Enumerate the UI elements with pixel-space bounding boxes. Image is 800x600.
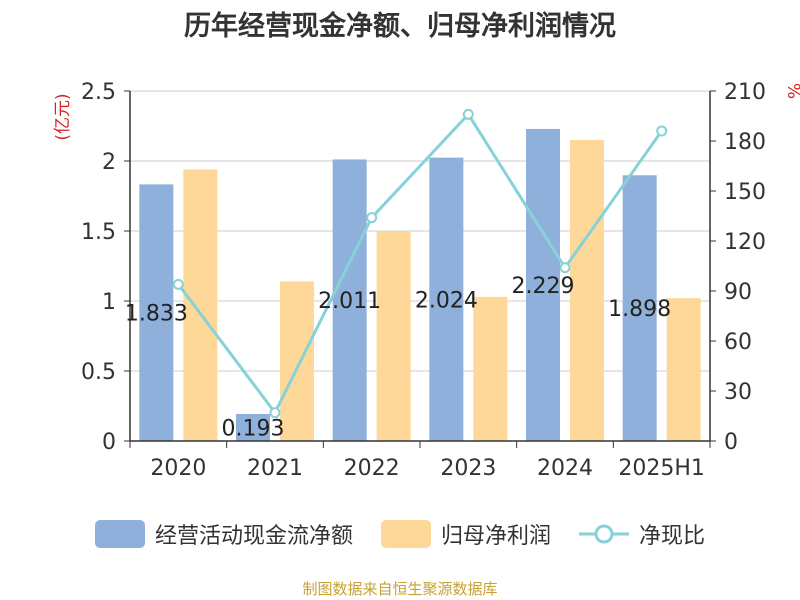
y-right-tick-label: 210 bbox=[724, 80, 766, 105]
chart-svg: 0 0.5 1 1.5 2 2.5 0 30 60 90 120 150 180 210 (亿元)% 2020… bbox=[53, 80, 800, 481]
axes: 0 0.5 1 1.5 2 2.5 0 30 60 90 120 150 180 210 (亿元)% 2020… bbox=[53, 80, 800, 481]
data-label-operating-cash: 1.898 bbox=[608, 297, 671, 322]
y-left-tick-label: 0 bbox=[102, 430, 116, 455]
y-right-tick-label: 180 bbox=[724, 130, 766, 155]
legend-item-ratio[interactable]: 净现比 bbox=[579, 518, 705, 550]
data-label-operating-cash: 1.833 bbox=[125, 302, 188, 327]
y-left-tick-label: 2 bbox=[102, 150, 116, 175]
y-left-tick-label: 1 bbox=[102, 290, 116, 315]
x-tick-label: 2024 bbox=[537, 456, 593, 481]
bar-operating-cash bbox=[139, 184, 174, 441]
bar-net-profit bbox=[376, 231, 411, 441]
ratio-point bbox=[656, 125, 668, 137]
grid-lines bbox=[130, 90, 710, 372]
y-right-tick-label: 60 bbox=[724, 330, 752, 355]
x-tick-label: 2023 bbox=[440, 456, 496, 481]
bar-operating-cash bbox=[429, 157, 464, 441]
legend-swatch-ratio bbox=[579, 524, 629, 544]
y-right-tick-label: 120 bbox=[724, 230, 766, 255]
data-label-operating-cash: 2.229 bbox=[512, 274, 575, 299]
data-label-operating-cash: 2.011 bbox=[318, 289, 381, 314]
ratio-line bbox=[172, 108, 668, 419]
legend-label-net-profit: 归母净利润 bbox=[440, 524, 551, 549]
x-tick-label: 2021 bbox=[247, 456, 303, 481]
data-label-operating-cash: 0.193 bbox=[222, 416, 285, 441]
ratio-point bbox=[559, 262, 571, 274]
ratio-point bbox=[172, 278, 184, 290]
data-label-operating-cash: 2.024 bbox=[415, 288, 478, 313]
y-right-tick-label: 150 bbox=[724, 180, 766, 205]
legend-swatch-net-profit bbox=[380, 520, 431, 548]
x-tick-label: 2022 bbox=[344, 456, 400, 481]
ratio-point bbox=[462, 108, 474, 120]
y-left-tick-label: 0.5 bbox=[81, 360, 116, 385]
bar-operating-cash bbox=[526, 128, 560, 441]
legend: 经营活动现金流净额 归母净利润 净现比 bbox=[0, 518, 800, 550]
bar-net-profit bbox=[183, 169, 218, 441]
y-right-tick-label: 0 bbox=[724, 430, 738, 455]
y-right-unit-label: % bbox=[783, 83, 800, 99]
y-left-unit-label: (亿元) bbox=[53, 93, 73, 140]
bar-operating-cash bbox=[622, 175, 657, 441]
legend-swatch-operating-cash bbox=[94, 520, 145, 548]
ratio-point bbox=[269, 407, 281, 419]
legend-item-net-profit[interactable]: 归母净利润 bbox=[380, 518, 551, 550]
chart-title: 历年经营现金净额、归母净利润情况 bbox=[184, 11, 616, 42]
legend-item-operating-cash[interactable]: 经营活动现金流净额 bbox=[94, 518, 353, 550]
ratio-polyline bbox=[177, 111, 663, 416]
bar-operating-cash bbox=[332, 159, 367, 441]
bar-net-profit bbox=[280, 281, 314, 441]
x-tick-label: 2020 bbox=[150, 456, 206, 481]
bar-operating-cash bbox=[236, 413, 270, 441]
y-left-tick-label: 1.5 bbox=[81, 220, 116, 245]
legend-label-ratio: 净现比 bbox=[639, 524, 706, 549]
bar-net-profit bbox=[473, 296, 508, 441]
y-right-tick-label: 30 bbox=[724, 380, 752, 405]
y-left-tick-label: 2.5 bbox=[81, 80, 116, 105]
source-note: 制图数据来自恒生聚源数据库 bbox=[302, 580, 498, 598]
bars bbox=[139, 128, 701, 441]
bar-net-profit bbox=[570, 140, 604, 441]
y-right-tick-label: 90 bbox=[724, 280, 752, 305]
legend-label-operating-cash: 经营活动现金流净额 bbox=[154, 524, 353, 549]
ratio-point bbox=[366, 212, 378, 224]
bar-net-profit bbox=[666, 298, 701, 441]
data-labels: 1.833 0.193 2.011 2.024 2.229 1.898 bbox=[125, 274, 671, 442]
x-tick-label: 2025H1 bbox=[618, 456, 705, 481]
